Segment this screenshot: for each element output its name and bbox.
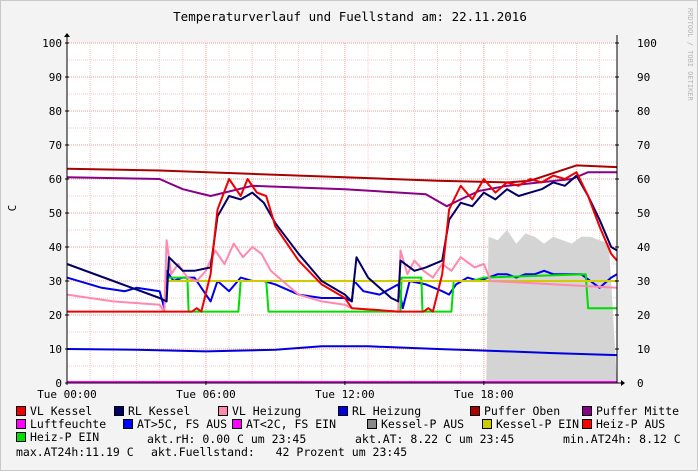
x-tick-label: Tue 06:00 [176,388,236,400]
legend-swatch [16,406,26,416]
series-vl-heizung [66,239,618,313]
y-tick-label-right: 90 [637,71,650,84]
legend-item-kessel-p-aus: Kessel-P AUS [367,418,464,431]
tick-labels: 0 0 10 10 20 20 30 30 40 40 50 50 60 60 70 70 80 80 90 90 10… [37,37,657,400]
y-tick-label-right: 40 [637,241,650,254]
legend-swatch [338,406,348,416]
info-max-at24h: max.AT24h:11.19 C [16,445,134,459]
legend-swatch [114,406,124,416]
legend-swatch [218,406,228,416]
legend-swatch [16,432,26,442]
legend-label: Puffer Oben [484,404,561,418]
series-lines [66,164,618,383]
info-akt-at: akt.AT: 8.22 C um 23:45 [355,432,515,446]
legend-item-at-2c-fs-ein: AT<2C, FS EIN [232,418,336,431]
y-tick-label: 30 [49,275,62,288]
y-tick-label: 90 [49,71,62,84]
legend-label: RL Heizung [352,404,422,418]
chart-svg: 0 0 10 10 20 20 30 30 40 40 50 50 60 60 70 70 80 80 90 90 10… [6,8,694,400]
legend-item-rl-heizung: RL Heizung [338,405,421,418]
y-tick-label: 80 [49,105,62,118]
y-tick-label: 60 [49,173,62,186]
legend-swatch [16,419,26,429]
legend-item-kessel-p-ein: Kessel-P EIN [482,418,579,431]
legend-label: Puffer Mitte [596,404,680,418]
x-tick-label: Tue 00:00 [37,388,97,400]
x-axis-arrow [621,380,625,386]
legend-swatch [367,419,377,429]
legend-label: Kessel-P AUS [381,417,465,431]
y-tick-label: 100 [42,37,62,50]
legend-swatch [232,419,242,429]
y-tick-label-right: 0 [637,377,644,390]
y-tick-label: 0 [55,377,62,390]
y-tick-label-right: 10 [637,343,650,356]
y-tick-label-right: 20 [637,309,650,322]
y-axis-arrow [64,33,70,37]
info-min-at24h: min.AT24h: 8.12 C [563,432,681,446]
legend-label: Kessel-P EIN [496,417,580,431]
legend-item-luftfeuchte: Luftfeuchte [16,418,106,431]
series-rl-kessel [66,174,618,303]
legend-item-rl-kessel: RL Kessel [114,405,190,418]
y-tick-label: 50 [49,207,62,220]
y-tick-label-right: 70 [637,139,650,152]
legend-item-heiz-p-ein: Heiz-P EIN [16,431,99,444]
area-kessel-p-aus [486,230,617,383]
legend-item-puffer-oben: Puffer Oben [470,405,560,418]
y-tick-label-right: 80 [637,105,650,118]
x-tick-label: Tue 18:00 [454,388,514,400]
axes [64,33,625,386]
legend-label: VL Kessel [30,404,93,418]
legend-item-puffer-mitte: Puffer Mitte [582,405,679,418]
legend-label: Heiz-P EIN [30,430,100,444]
series-puffer-oben [66,164,618,184]
series-heiz-p-ein [167,273,617,313]
legend-item-vl-kessel: VL Kessel [16,405,92,418]
legend-label: AT<2C, FS EIN [246,417,337,431]
y-tick-label: 10 [49,343,62,356]
series-at-aussen [66,345,618,357]
y-tick-label: 20 [49,309,62,322]
legend-item-vl-heizung: VL Heizung [218,405,301,418]
legend-label: Luftfeuchte [30,417,107,431]
legend-swatch [470,406,480,416]
legend-item-heiz-p-aus: Heiz-P AUS [582,418,665,431]
legend-swatch [582,419,592,429]
legend-label: VL Heizung [232,404,302,418]
legend-swatch [482,419,492,429]
y-tick-label-right: 30 [637,275,650,288]
series-vl-kessel [67,171,618,313]
series-puffer-mitte [66,171,617,208]
y-tick-label-right: 60 [637,173,650,186]
legend-swatch [123,419,133,429]
info-akt-rh: akt.rH: 0.00 C um 23:45 [147,432,307,446]
y-tick-label: 70 [49,139,62,152]
y-tick-label-right: 50 [637,207,650,220]
legend-label: RL Kessel [128,404,191,418]
info-akt-fuellstand: akt.Fuellstand: 42 Prozent um 23:45 [151,445,408,459]
legend-item-at-5c-fs-aus: AT>5C, FS AUS [123,418,227,431]
chart-title: Temperaturverlauf und Fuellstand am: 22.… [173,9,527,24]
y-tick-label-right: 100 [637,37,657,50]
legend-label: AT>5C, FS AUS [137,417,228,431]
legend-swatch [582,406,592,416]
fuellstand-shade [486,230,617,383]
rrdtool-watermark: RRDTOOL / TOBI OETIKER [686,8,694,102]
legend-label: Heiz-P AUS [596,417,666,431]
x-tick-label: Tue 12:00 [315,388,375,400]
y-axis-label: C [6,205,19,212]
y-tick-label: 40 [49,241,62,254]
